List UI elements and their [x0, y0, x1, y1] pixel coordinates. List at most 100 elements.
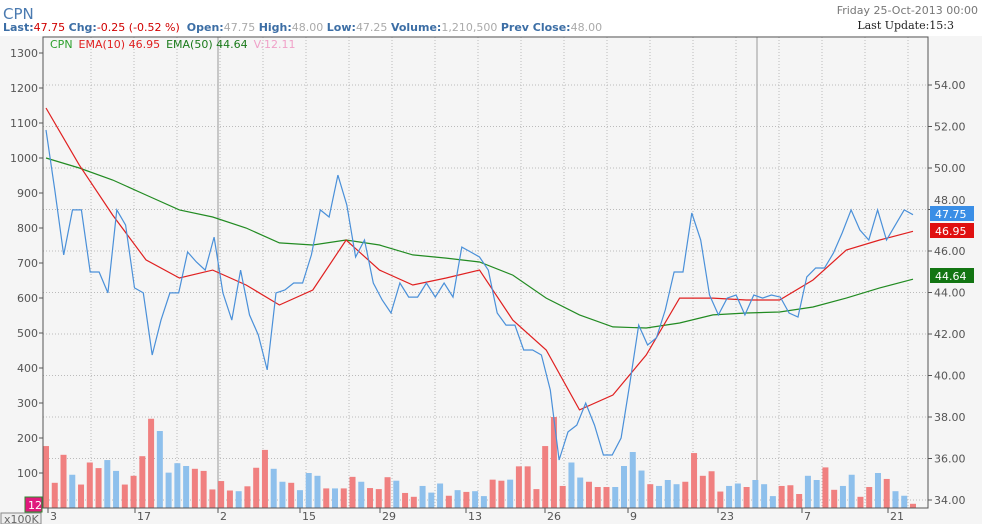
volume-bars: [43, 417, 916, 508]
volume-bar: [761, 484, 768, 508]
symbol-title: CPN: [3, 5, 34, 23]
volume-badge: [24, 496, 43, 513]
volume-bar: [726, 485, 733, 508]
volume-bar: [857, 496, 864, 508]
volume-bar: [866, 487, 873, 508]
volume-bar: [375, 489, 382, 508]
volume-bar: [577, 477, 584, 508]
volume-bar: [402, 492, 409, 508]
volume-bar: [673, 484, 680, 508]
volume-bar: [831, 489, 838, 508]
volume-bar: [235, 491, 242, 508]
left-tick-label: 900: [17, 187, 38, 200]
close-price-line: [45, 129, 914, 461]
x-tick-label: 29: [382, 510, 396, 523]
volume-bar: [367, 488, 374, 508]
volume-bar: [585, 481, 592, 508]
volume-bar: [778, 485, 785, 508]
ema50-line: [45, 157, 914, 329]
volume-bar: [472, 491, 479, 508]
volume-bar: [463, 491, 470, 508]
volume-bar: [559, 485, 566, 508]
volume-bar: [253, 467, 260, 508]
volume-bar: [752, 480, 759, 508]
volume-bar: [200, 470, 207, 508]
volume-bar: [86, 462, 93, 508]
right-tick-label: 46.00: [934, 245, 966, 258]
left-tick-label: 1200: [10, 82, 38, 95]
volume-bar: [244, 486, 251, 508]
volume-bar: [419, 485, 426, 508]
volume-bar: [340, 488, 347, 508]
volume-bar: [796, 494, 803, 508]
volume-unit-box: [0, 512, 42, 524]
last-value: 47.75: [33, 21, 66, 34]
left-tick-label: 200: [17, 432, 38, 445]
close-badge: [930, 206, 974, 221]
grid: [43, 37, 928, 508]
volume-bar: [480, 496, 487, 508]
quote-line: Last:47.75 Chg:-0.25 (-0.52 %) Open:47.7…: [3, 21, 602, 34]
x-tick-label: 13: [468, 510, 482, 523]
x-tick-label: 2: [220, 510, 227, 523]
ema10-line: [45, 107, 914, 411]
volume-bar: [226, 490, 233, 508]
right-tick-label: 50.00: [934, 162, 966, 175]
chg-label: Chg:: [68, 21, 97, 34]
volume-bar: [691, 453, 698, 508]
volume-bar: [787, 485, 794, 508]
volume-bar: [139, 456, 146, 508]
volume-bar: [804, 475, 811, 508]
legend: CPN EMA(10) 46.95 EMA(50) 44.64 V:12.11: [50, 38, 295, 51]
ema10-badge-text: 46.95: [935, 225, 967, 238]
volume-bar: [113, 470, 120, 508]
volume-bar: [542, 446, 549, 508]
volume-bar: [454, 490, 461, 508]
x-tick-label: 21: [890, 510, 904, 523]
volume-bar: [288, 482, 295, 508]
volume-bar: [656, 485, 663, 508]
volume-bar: [524, 466, 531, 508]
low-value: 47.25: [355, 21, 388, 34]
volume-bar: [734, 483, 741, 508]
quote-date: Friday 25-Oct-2013 00:00: [836, 4, 978, 17]
volume-bar: [568, 462, 575, 508]
volume-value: 1,210,500: [441, 21, 498, 34]
x-tick-label: 15: [302, 510, 316, 523]
volume-bar: [594, 487, 601, 508]
volume-bar: [910, 503, 916, 508]
axes: 3 17 2 15 29 13 26 9 23 7 21 34.00 36.00 38.00 40.00 42…: [10, 47, 966, 523]
volume-bar: [682, 481, 689, 508]
ema10-badge: [930, 223, 974, 238]
volume-unit: x100K: [4, 513, 40, 524]
low-label: Low:: [326, 21, 356, 34]
volume-bar: [489, 479, 496, 508]
ema50-badge-text: 44.64: [935, 270, 967, 283]
plot-frame: [42, 36, 929, 509]
right-tick-label: 42.00: [934, 328, 966, 341]
volume-bar: [261, 449, 268, 508]
x-tick-label: 23: [720, 510, 734, 523]
right-tick-label: 38.00: [934, 411, 966, 424]
volume-bar: [384, 477, 391, 508]
volume-bar: [358, 481, 365, 508]
left-tick-label: 400: [17, 362, 38, 375]
volume-bar: [550, 417, 557, 508]
x-tick-label: 17: [137, 510, 151, 523]
left-tick-label: 800: [17, 222, 38, 235]
volume-bar: [708, 471, 715, 508]
volume-bar: [883, 478, 890, 508]
volume-bar: [165, 472, 172, 508]
volume-bar: [69, 474, 76, 508]
left-tick-label: 500: [17, 327, 38, 340]
right-tick-label: 44.00: [934, 287, 966, 300]
volume-bar: [410, 496, 417, 508]
volume-bar: [314, 475, 321, 508]
volume-bar: [78, 484, 85, 508]
volume-bar: [647, 484, 654, 508]
volume-bar: [822, 467, 829, 508]
volume-bar: [533, 489, 540, 508]
legend-cpn: CPN: [50, 38, 73, 51]
legend-volume: V:12.11: [254, 38, 296, 51]
